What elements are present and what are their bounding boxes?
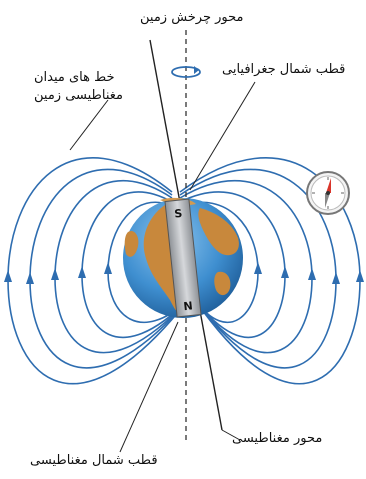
rotation-arrow-icon — [171, 66, 201, 78]
arrow-up-icon — [26, 272, 34, 284]
label-magnetic-axis: محور مغناطیسی — [232, 431, 323, 446]
label-geographic-north: قطب شمال جغرافیایی — [222, 62, 346, 77]
label-field-lines-1: خط های میدان — [34, 70, 115, 85]
leader-field-lines — [69, 99, 109, 151]
bar-magnet: S N — [164, 198, 202, 318]
arrow-up-icon — [332, 272, 340, 284]
label-magnetic-north: قطب شمال مغناطیسی — [30, 453, 158, 468]
landmass-west — [124, 230, 139, 257]
arrow-up-icon — [4, 270, 12, 282]
leader-geographic-north — [189, 81, 256, 191]
compass-icon — [306, 171, 350, 215]
magnet-pole-bottom: N — [183, 299, 194, 313]
compass-needle-red — [326, 178, 331, 193]
label-field-lines-2: مغناطیسی زمین — [34, 88, 124, 103]
field-line-arrows — [4, 262, 364, 284]
arrow-up-icon — [281, 266, 289, 278]
leader-magnetic-north — [119, 321, 179, 453]
arrow-up-icon — [104, 262, 112, 274]
arrow-up-icon — [51, 268, 59, 280]
arrow-up-icon — [78, 266, 86, 278]
arrow-up-icon — [254, 262, 262, 274]
leader-magnetic-axis — [221, 429, 241, 441]
arrow-up-icon — [356, 270, 364, 282]
arrow-up-icon — [308, 268, 316, 280]
landmass-south — [214, 271, 231, 296]
landmass-east — [198, 208, 239, 256]
label-rotation-axis: محور چرخش زمین — [140, 10, 244, 25]
compass-needle-white — [325, 193, 330, 208]
magnet-pole-top: S — [174, 207, 183, 221]
